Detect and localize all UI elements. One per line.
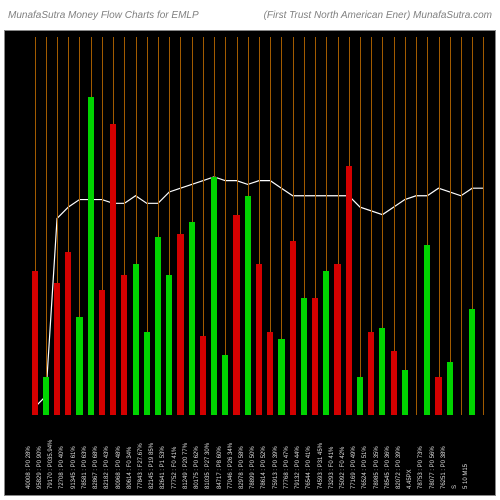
x-axis-label: 80175 : P0 62% <box>194 446 200 489</box>
x-axis-label: 77752 : F0 41% <box>172 447 178 489</box>
volume-bar <box>312 298 318 415</box>
volume-bar <box>323 271 329 415</box>
x-axis-label: 77768 : P0 47% <box>284 446 290 489</box>
x-axis-label: 75092 : F0 42% <box>340 447 346 489</box>
chart-header: MunafaSutra Money Flow Charts for EMLP (… <box>0 0 500 30</box>
volume-bar <box>245 196 251 415</box>
x-axis-label: 78753 : P0 73% <box>418 446 424 489</box>
x-axis-label: 77046 : P26 34% <box>228 443 234 489</box>
grid-line <box>439 37 440 415</box>
volume-bar <box>368 332 374 415</box>
chart-plot-area <box>29 37 489 415</box>
volume-bar <box>189 222 195 415</box>
x-axis-label: 82072 : P0 39% <box>396 446 402 489</box>
x-axis-label: 5 10 M15 <box>463 464 469 489</box>
x-axis-label: 77169 : P0 49% <box>351 446 357 489</box>
volume-bar <box>256 264 262 415</box>
x-axis-label: 91345 : P0 61% <box>71 446 77 489</box>
header-right-text: (First Trust North American Ener) Munafa… <box>264 10 492 21</box>
volume-bar <box>200 336 206 415</box>
volume-bar <box>222 355 228 415</box>
volume-bar <box>177 234 183 415</box>
volume-bar <box>379 328 385 415</box>
header-left-text: MunafaSutra Money Flow Charts for EMLP <box>8 10 199 21</box>
grid-line <box>450 37 451 415</box>
grid-line <box>360 37 361 415</box>
volume-bar <box>144 332 150 415</box>
volume-bar <box>469 309 475 415</box>
x-axis-label: 77843 : F27.67% <box>138 443 144 489</box>
volume-bar <box>267 332 273 415</box>
volume-bar <box>435 377 441 415</box>
x-axis-label: 76544 : P0 41% <box>306 446 312 489</box>
grid-line <box>461 37 462 415</box>
volume-bar <box>121 275 127 415</box>
volume-bar <box>133 264 139 415</box>
x-axis-label: 72708 : P0 40% <box>59 446 65 489</box>
x-axis-label: 74593 : P31 45% <box>318 443 324 489</box>
x-axis-label: 95829 : P0 90% <box>37 446 43 489</box>
grid-line <box>483 37 484 415</box>
volume-bar <box>391 351 397 415</box>
volume-bar <box>402 370 408 415</box>
volume-bar <box>43 377 49 415</box>
x-axis-label: 82978 : P0 58% <box>239 446 245 489</box>
x-axis-label: 82182 : P0 43% <box>104 446 110 489</box>
x-axis-label: 81035 : P27 30% <box>205 443 211 489</box>
x-axis-label: 78985 : P0 35% <box>374 446 380 489</box>
volume-bar <box>211 177 217 415</box>
x-axis-label: 82145 : P19 85% <box>149 443 155 489</box>
x-axis-label: 80968 : P0 48% <box>116 446 122 489</box>
x-axis-label: 4.45PX <box>407 469 413 489</box>
x-axis-label: 75913 : P0 39% <box>273 446 279 489</box>
x-axis-label: 79170 : P035.94% <box>48 440 54 489</box>
volume-bar <box>110 124 116 415</box>
x-axis-label: 76251 : P0 38% <box>441 446 447 489</box>
x-axis-label: 78545 : P0 36% <box>385 446 391 489</box>
volume-bar <box>166 275 172 415</box>
grid-line <box>405 37 406 415</box>
volume-bar <box>278 339 284 415</box>
x-axis-label: 81249 : P20 77% <box>183 443 189 489</box>
x-axis-label: 78899 : P0 50% <box>250 446 256 489</box>
volume-bar <box>155 237 161 415</box>
volume-bar <box>301 298 307 415</box>
volume-bar <box>65 252 71 415</box>
x-axis-label: 78581 : P0 63% <box>82 446 88 489</box>
volume-bar <box>76 317 82 415</box>
volume-bar <box>424 245 430 415</box>
x-axis-label: 78614 : P0 52% <box>261 446 267 489</box>
x-axis-labels: 40008 : P0 28% 95829 : P0 90% 79170 : P035… <box>29 415 489 495</box>
chart-container: 40008 : P0 28% 95829 : P0 90% 79170 : P035… <box>4 30 496 496</box>
x-axis-label: 84717 : P8 60% <box>217 446 223 489</box>
page-root: MunafaSutra Money Flow Charts for EMLP (… <box>0 0 500 500</box>
volume-bar <box>447 362 453 415</box>
volume-bar <box>88 97 94 415</box>
volume-bar <box>99 290 105 415</box>
volume-bar <box>334 264 340 415</box>
grid-line <box>416 37 417 415</box>
x-axis-label: S <box>452 485 458 489</box>
volume-bar <box>32 271 38 415</box>
volume-bar <box>357 377 363 415</box>
volume-bar <box>54 283 60 415</box>
x-axis-label: 80614 : F0 34% <box>127 447 133 489</box>
x-axis-label: 82867 : P0 68% <box>93 446 99 489</box>
x-axis-label: 78077 : P0 56% <box>430 446 436 489</box>
x-axis-label: 40008 : P0 28% <box>26 446 32 489</box>
volume-bar <box>233 215 239 415</box>
x-axis-label: 79132 : P0 44% <box>295 446 301 489</box>
x-axis-label: 76524 : P0 51% <box>362 446 368 489</box>
x-axis-label: 73293 : F0 41% <box>329 447 335 489</box>
grid-line <box>46 37 47 415</box>
volume-bar <box>290 241 296 415</box>
volume-bar <box>346 166 352 415</box>
x-axis-label: 82641 : P1 53% <box>160 446 166 489</box>
